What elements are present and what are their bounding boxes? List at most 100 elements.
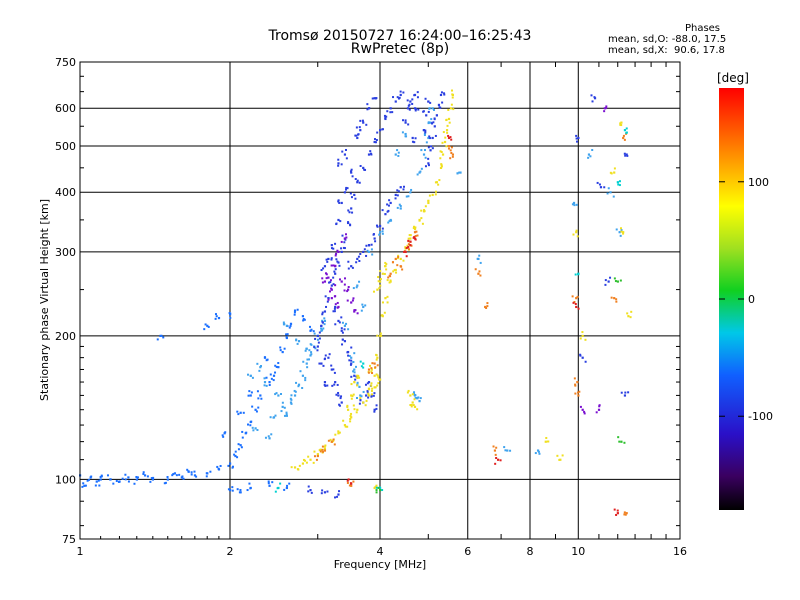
- data-point: [609, 171, 612, 174]
- data-point: [620, 229, 623, 232]
- data-point: [593, 96, 596, 99]
- data-point: [227, 488, 230, 491]
- data-point: [449, 107, 453, 110]
- data-point: [378, 378, 381, 381]
- data-point: [411, 393, 414, 396]
- data-point: [338, 490, 341, 493]
- data-point: [575, 231, 578, 234]
- data-point: [439, 157, 442, 160]
- data-point: [316, 338, 319, 341]
- data-point: [318, 337, 321, 340]
- data-point: [334, 496, 337, 499]
- data-point: [575, 305, 578, 309]
- data-point: [427, 201, 430, 205]
- data-point: [268, 384, 271, 387]
- data-point: [310, 353, 313, 356]
- data-point: [367, 394, 371, 397]
- data-point: [296, 342, 299, 345]
- data-point: [331, 384, 334, 387]
- data-point: [302, 318, 305, 321]
- data-point: [372, 233, 375, 236]
- data-point: [285, 411, 288, 414]
- data-point: [334, 264, 337, 267]
- data-point: [349, 420, 352, 423]
- data-point: [350, 168, 353, 171]
- data-point: [479, 261, 482, 264]
- data-point: [275, 365, 278, 368]
- data-point: [623, 441, 626, 444]
- data-point: [247, 423, 250, 426]
- data-point: [366, 103, 369, 106]
- data-point: [323, 317, 326, 320]
- data-point: [337, 162, 340, 165]
- data-point: [451, 153, 455, 156]
- data-point: [413, 225, 416, 228]
- data-point: [347, 221, 350, 224]
- data-point: [309, 489, 312, 492]
- data-point: [573, 377, 576, 380]
- data-point: [419, 397, 422, 400]
- data-point: [406, 244, 409, 247]
- data-point: [298, 464, 301, 467]
- data-point: [356, 376, 359, 379]
- data-point: [409, 240, 412, 243]
- data-point: [452, 108, 455, 111]
- data-point: [274, 364, 277, 367]
- data-point: [329, 281, 332, 284]
- data-point: [408, 103, 411, 106]
- data-point: [396, 189, 399, 192]
- data-point: [410, 244, 413, 247]
- data-point: [274, 490, 277, 493]
- data-point: [301, 374, 305, 377]
- data-point: [612, 195, 615, 198]
- data-point: [304, 459, 307, 462]
- data-point: [127, 480, 130, 483]
- data-point: [106, 474, 109, 477]
- data-point: [575, 297, 578, 300]
- data-point: [404, 247, 407, 250]
- data-point: [335, 258, 338, 261]
- data-point: [239, 444, 242, 447]
- data-point: [305, 461, 308, 464]
- data-point: [613, 171, 616, 174]
- data-point: [149, 480, 152, 483]
- data-point: [314, 337, 317, 340]
- data-point: [376, 374, 379, 377]
- data-point: [359, 399, 362, 402]
- data-point: [413, 398, 416, 401]
- data-point: [320, 269, 323, 272]
- data-point: [330, 264, 333, 267]
- data-point: [332, 310, 335, 313]
- data-point: [233, 453, 236, 456]
- data-point: [307, 485, 310, 488]
- stats-heading: Phases: [684, 23, 721, 34]
- colorbar-tick-label: 0: [748, 293, 755, 306]
- data-point: [190, 471, 193, 474]
- data-point: [575, 229, 578, 232]
- data-point: [433, 118, 436, 121]
- data-point: [234, 450, 237, 453]
- data-point: [359, 119, 362, 122]
- data-point: [277, 366, 280, 369]
- data-point: [440, 165, 443, 168]
- data-point: [407, 237, 410, 240]
- data-point: [324, 354, 327, 357]
- data-point: [495, 446, 498, 449]
- data-point: [283, 406, 286, 409]
- data-point: [369, 150, 372, 153]
- data-point: [400, 265, 403, 268]
- data-point: [321, 489, 324, 492]
- data-point: [427, 146, 430, 149]
- data-point: [624, 154, 627, 157]
- data-point: [159, 334, 162, 338]
- data-point: [410, 405, 413, 408]
- chart-title-line2: RwPretec (8p): [350, 41, 450, 57]
- data-point: [375, 353, 378, 356]
- data-point: [365, 244, 368, 247]
- data-point: [367, 396, 370, 399]
- data-point: [359, 397, 362, 400]
- data-point: [604, 283, 607, 286]
- data-point: [330, 364, 333, 367]
- data-point: [398, 203, 401, 206]
- data-point: [584, 360, 587, 363]
